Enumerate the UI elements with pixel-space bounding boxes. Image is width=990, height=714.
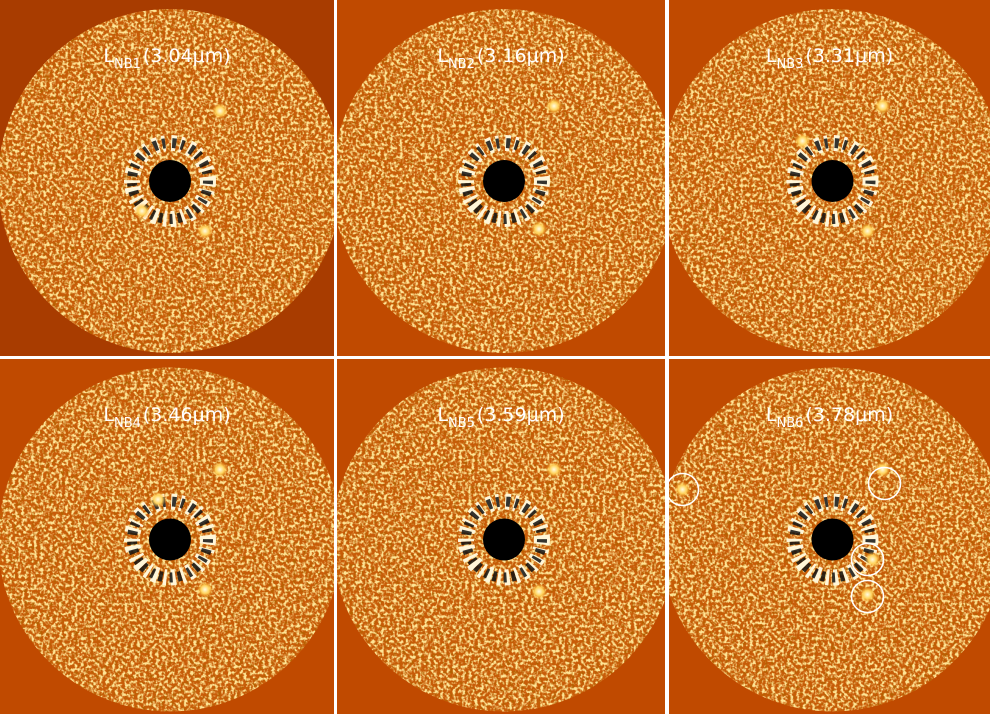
label-subscript: NB1 <box>114 57 141 72</box>
point-source <box>212 462 228 478</box>
label-subscript: NB3 <box>776 57 803 72</box>
label-letter: L <box>103 45 114 67</box>
label-subscript: NB4 <box>114 416 141 431</box>
coronagraph-mask <box>812 519 854 561</box>
point-source <box>546 98 562 114</box>
label-wavelength: (3.59μm) <box>477 404 565 426</box>
label-subscript: NB6 <box>776 416 803 431</box>
coronagraph-mask <box>483 519 525 561</box>
label-wavelength: (3.31μm) <box>805 45 893 67</box>
label-wavelength: (3.46μm) <box>143 404 231 426</box>
point-source <box>860 587 876 603</box>
point-source <box>875 98 891 114</box>
point-source <box>150 492 166 508</box>
label-letter: L <box>103 404 114 426</box>
label-wavelength: (3.04μm) <box>143 45 231 67</box>
point-source <box>795 133 811 149</box>
point-source <box>546 462 562 478</box>
point-source <box>675 482 691 498</box>
label-wavelength: (3.78μm) <box>805 404 893 426</box>
coronagraph-mask <box>149 160 191 202</box>
coronagraph-mask <box>149 519 191 561</box>
label-letter: L <box>766 404 777 426</box>
point-source <box>197 223 213 239</box>
point-source <box>531 584 547 600</box>
point-source <box>531 221 547 237</box>
label-letter: L <box>766 45 777 67</box>
point-source <box>865 552 881 568</box>
label-letter: L <box>437 404 448 426</box>
point-source <box>197 582 213 598</box>
coronagraph-mask <box>812 160 854 202</box>
coronagraph-mask <box>483 160 525 202</box>
label-subscript: NB5 <box>448 416 475 431</box>
label-letter: L <box>437 45 448 67</box>
figure: LNB1(3.04μm)LNB2(3.16μm)LNB3(3.31μm)LNB4… <box>0 0 990 714</box>
point-source <box>212 103 228 119</box>
label-wavelength: (3.16μm) <box>477 45 565 67</box>
label-subscript: NB2 <box>448 57 475 72</box>
point-source <box>860 223 876 239</box>
point-source <box>134 203 150 219</box>
